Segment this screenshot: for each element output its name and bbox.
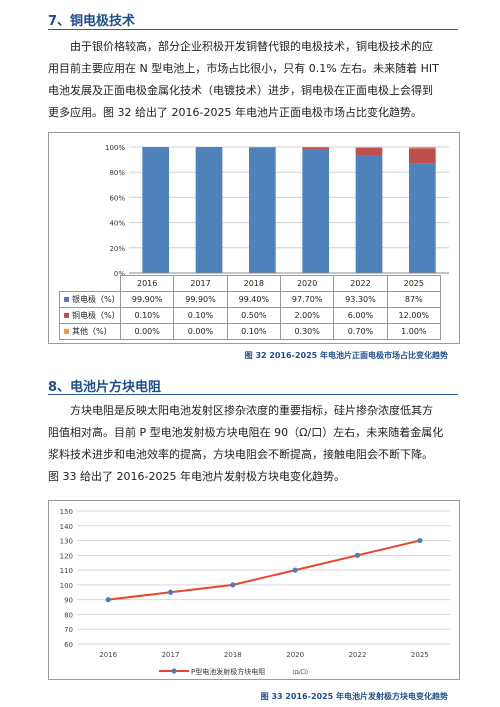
- data-label: 99.40%: [226, 291, 281, 308]
- legend-unit: （Ω/口）: [289, 669, 312, 676]
- x-tick-label: 2020: [286, 651, 304, 659]
- data-label: 0.30%: [279, 323, 335, 340]
- x-tick-label: 2016: [99, 651, 117, 659]
- y-tick-label: 120: [60, 552, 73, 560]
- data-point: [292, 567, 298, 573]
- stacked-bar-plot: 0% 20% 40% 60% 80% 100%: [105, 144, 449, 278]
- paragraph-line: 浆料技术进步和电池效率的提高，方块电阻会不断提高，接触电阻会不断下降。: [48, 448, 433, 461]
- data-label: 0.00%: [173, 323, 228, 340]
- data-label: 0.10%: [226, 323, 281, 340]
- x-tick-label: 2020: [279, 275, 335, 292]
- legend-swatch: [64, 313, 69, 318]
- table-row: 银电极（%） 99.90% 99.90% 99.40% 97.70% 93.30% 87%: [59, 291, 441, 308]
- y-tick-label: 80%: [109, 169, 125, 177]
- y-tick-label: 90: [64, 597, 73, 605]
- data-label: 87%: [386, 291, 441, 308]
- bar-segment: [302, 147, 329, 150]
- data-label: 0.10%: [119, 307, 175, 324]
- y-tick-label: 150: [60, 508, 73, 516]
- x-tick-label: 2016: [119, 275, 175, 292]
- legend-marker: [171, 668, 177, 674]
- bar-segment: [249, 147, 276, 148]
- data-label: 97.70%: [279, 291, 335, 308]
- data-point: [105, 597, 111, 603]
- heading-underline: [48, 394, 458, 395]
- data-label: 99.90%: [119, 291, 175, 308]
- paragraph-line: 阻值相对高。目前 P 型电池发射极方块电阻在 90（Ω/口）左右，未来随着金属化: [48, 426, 444, 439]
- bar-segment: [195, 147, 223, 273]
- data-label: 0.10%: [173, 307, 228, 324]
- bar-segment: [409, 147, 436, 149]
- bar-segment: [355, 155, 383, 273]
- x-tick-label: 2022: [333, 275, 388, 292]
- electrode-share-chart: 0% 20% 40% 60% 80% 100% 2016 2017 2018 2020 2022 2…: [48, 132, 460, 344]
- legend-swatch: [64, 329, 69, 334]
- y-tick-label: 80: [64, 611, 73, 619]
- series-legend-label: 其他（%）: [59, 323, 121, 340]
- bar-segment: [409, 148, 436, 164]
- section8-paragraph: 方块电阻是反映太阳电池发射区掺杂浓度的重要指标，硅片掺杂浓度低其方 阻值相对高。…: [48, 400, 468, 488]
- table-row: 其他（%） 0.00% 0.00% 0.10% 0.30% 0.70% 1.00%: [59, 323, 441, 340]
- x-tick-label: 2017: [173, 275, 228, 292]
- legend-swatch: [64, 297, 69, 302]
- paragraph-line: 用目前主要应用在 N 型电池上，市场占比很小，只有 0.1% 左右。未来随着 H…: [48, 62, 439, 75]
- x-tick-label: 2025: [411, 651, 429, 659]
- y-tick-label: 100: [60, 582, 73, 590]
- data-point: [354, 552, 361, 558]
- data-point: [417, 537, 423, 544]
- bar-segment: [249, 147, 276, 273]
- y-tick-label: 70: [64, 626, 73, 634]
- series-line: [108, 539, 421, 601]
- x-tick-label: 2022: [349, 651, 367, 659]
- y-tick-label: 60: [64, 641, 73, 649]
- y-tick-label: 60%: [109, 194, 125, 202]
- heading-underline: [48, 29, 458, 30]
- bar-segment: [355, 147, 383, 148]
- y-tick-label: 40%: [109, 220, 125, 228]
- bar-segment: [355, 147, 383, 156]
- section-heading-copper-electrode: 7、铜电极技术: [48, 14, 136, 29]
- y-tick-label: 100%: [105, 144, 125, 152]
- table-row: 铜电极（%） 0.10% 0.10% 0.50% 2.00% 6.00% 12.00%: [59, 307, 441, 324]
- y-tick-label: 20%: [109, 245, 125, 253]
- bar-segment: [142, 147, 169, 273]
- figure-32-caption: 图 32 2016-2025 年电池片正面电极市场占比变化趋势: [244, 351, 448, 360]
- y-tick-label: 0%: [114, 270, 125, 278]
- x-tick-label: 2018: [224, 651, 242, 659]
- bar-segment: [409, 163, 436, 273]
- series-legend-label: 铜电极（%）: [59, 307, 121, 324]
- bar-segment: [302, 149, 329, 273]
- line-plot: 60 70 80 90 100 110 120 130 140 150 2016 2017 2018 20…: [60, 508, 451, 676]
- paragraph-line: 由于银价格较高，部分企业积极开发铜替代银的电极技术，铜电极技术的应: [70, 40, 433, 53]
- data-label: 12.00%: [386, 307, 441, 324]
- section7-paragraph: 由于银价格较高，部分企业积极开发铜替代银的电极技术，铜电极技术的应 用目前主要应…: [48, 36, 468, 124]
- sheet-resistance-chart: 60 70 80 90 100 110 120 130 140 150 2016 2017 2018 20…: [48, 500, 460, 680]
- data-label: 0.50%: [226, 307, 281, 324]
- paragraph-line: 图 33 给出了 2016-2025 年电池片发射极方块电变化趋势。: [48, 470, 345, 483]
- electrode-data-table: 2016 2017 2018 2020 2022 2025 银电极（%） 99.90% 99.9…: [59, 275, 441, 340]
- data-point: [230, 582, 236, 588]
- y-tick-label: 110: [60, 567, 73, 575]
- paragraph-line: 电池发展及正面电极金属化技术（电镀技术）进步，铜电极在正面电极上会得到: [48, 84, 433, 97]
- data-label: 0.70%: [333, 323, 388, 340]
- table-corner: [59, 275, 121, 292]
- data-label: 0.00%: [119, 323, 175, 340]
- paragraph-line: 更多应用。图 32 给出了 2016-2025 年电池片正面电极市场占比变化趋势…: [48, 106, 422, 119]
- y-tick-label: 130: [60, 538, 73, 546]
- data-label: 1.00%: [386, 323, 441, 340]
- x-tick-label: 2018: [226, 275, 281, 292]
- y-tick-label: 140: [60, 523, 73, 531]
- figure-33-caption: 图 33 2016-2025 年电池片发射极方块电变化趋势: [260, 692, 448, 701]
- data-label: 2.00%: [279, 307, 335, 324]
- x-tick-label: 2017: [162, 651, 180, 659]
- section-heading-sheet-resistance: 8、电池片方块电阻: [48, 380, 162, 395]
- data-label: 6.00%: [333, 307, 388, 324]
- data-label: 99.90%: [173, 291, 228, 308]
- legend-label: P型电池发射极方块电阻: [191, 667, 265, 676]
- data-point: [167, 589, 174, 595]
- paragraph-line: 方块电阻是反映太阳电池发射区掺杂浓度的重要指标，硅片掺杂浓度低其方: [70, 404, 433, 417]
- x-tick-label: 2025: [386, 275, 441, 292]
- data-label: 93.30%: [333, 291, 388, 308]
- series-legend-label: 银电极（%）: [59, 291, 121, 308]
